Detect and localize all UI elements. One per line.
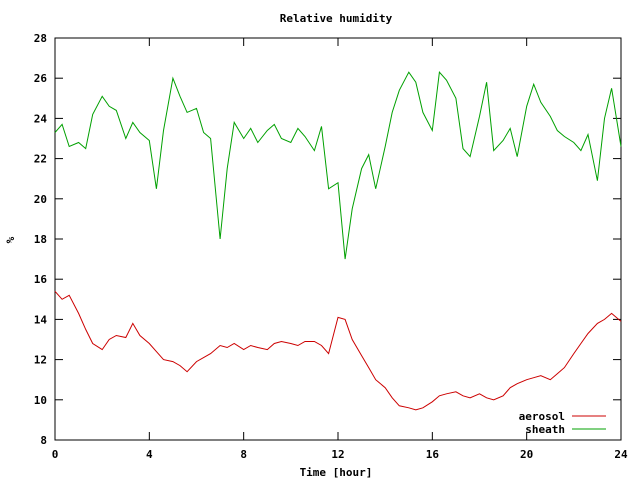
y-tick-label: 22 <box>34 153 47 166</box>
plot-frame <box>54 37 622 441</box>
y-tick-label: 12 <box>34 354 47 367</box>
y-axis: 8 10 12 14 16 18 20 22 24 26 28 <box>34 32 621 447</box>
x-tick-label: 8 <box>240 448 247 461</box>
legend-label: aerosol <box>519 410 565 423</box>
series-line-sheath <box>54 71 622 260</box>
y-tick-label: 20 <box>34 193 47 206</box>
y-axis-label: % <box>4 236 17 243</box>
y-tick-label: 8 <box>40 434 47 447</box>
legend-label: sheath <box>525 423 565 436</box>
series-lines <box>54 71 622 411</box>
x-axis: 0 4 8 12 16 20 24 <box>52 38 628 461</box>
x-tick-label: 16 <box>426 448 440 461</box>
x-tick-label: 12 <box>331 448 344 461</box>
series-line-aerosol <box>54 290 622 411</box>
y-tick-label: 24 <box>34 112 48 125</box>
y-tick-label: 18 <box>34 233 47 246</box>
y-tick-label: 16 <box>34 273 48 286</box>
x-tick-label: 24 <box>614 448 628 461</box>
y-tick-label: 14 <box>34 313 48 326</box>
x-tick-label: 20 <box>520 448 533 461</box>
chart-title: Relative humidity <box>280 12 393 25</box>
y-tick-label: 28 <box>34 32 47 45</box>
x-axis-label: Time [hour] <box>300 466 373 479</box>
x-tick-label: 0 <box>52 448 59 461</box>
x-tick-label: 4 <box>146 448 153 461</box>
y-tick-label: 26 <box>34 72 48 85</box>
y-tick-label: 10 <box>34 394 47 407</box>
